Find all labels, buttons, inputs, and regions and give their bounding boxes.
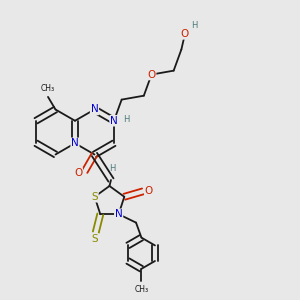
Text: S: S <box>92 234 98 244</box>
Text: N: N <box>115 209 122 219</box>
Text: O: O <box>145 186 153 197</box>
Text: O: O <box>181 29 189 39</box>
Text: H: H <box>123 115 129 124</box>
Text: O: O <box>74 168 82 178</box>
Text: H: H <box>109 164 116 173</box>
Text: CH₃: CH₃ <box>134 285 148 294</box>
Text: H: H <box>192 21 198 30</box>
Text: N: N <box>110 116 118 126</box>
Text: N: N <box>91 104 98 115</box>
Text: N: N <box>71 138 79 148</box>
Text: CH₃: CH₃ <box>41 84 55 93</box>
Text: S: S <box>91 192 98 202</box>
Text: O: O <box>147 70 156 80</box>
